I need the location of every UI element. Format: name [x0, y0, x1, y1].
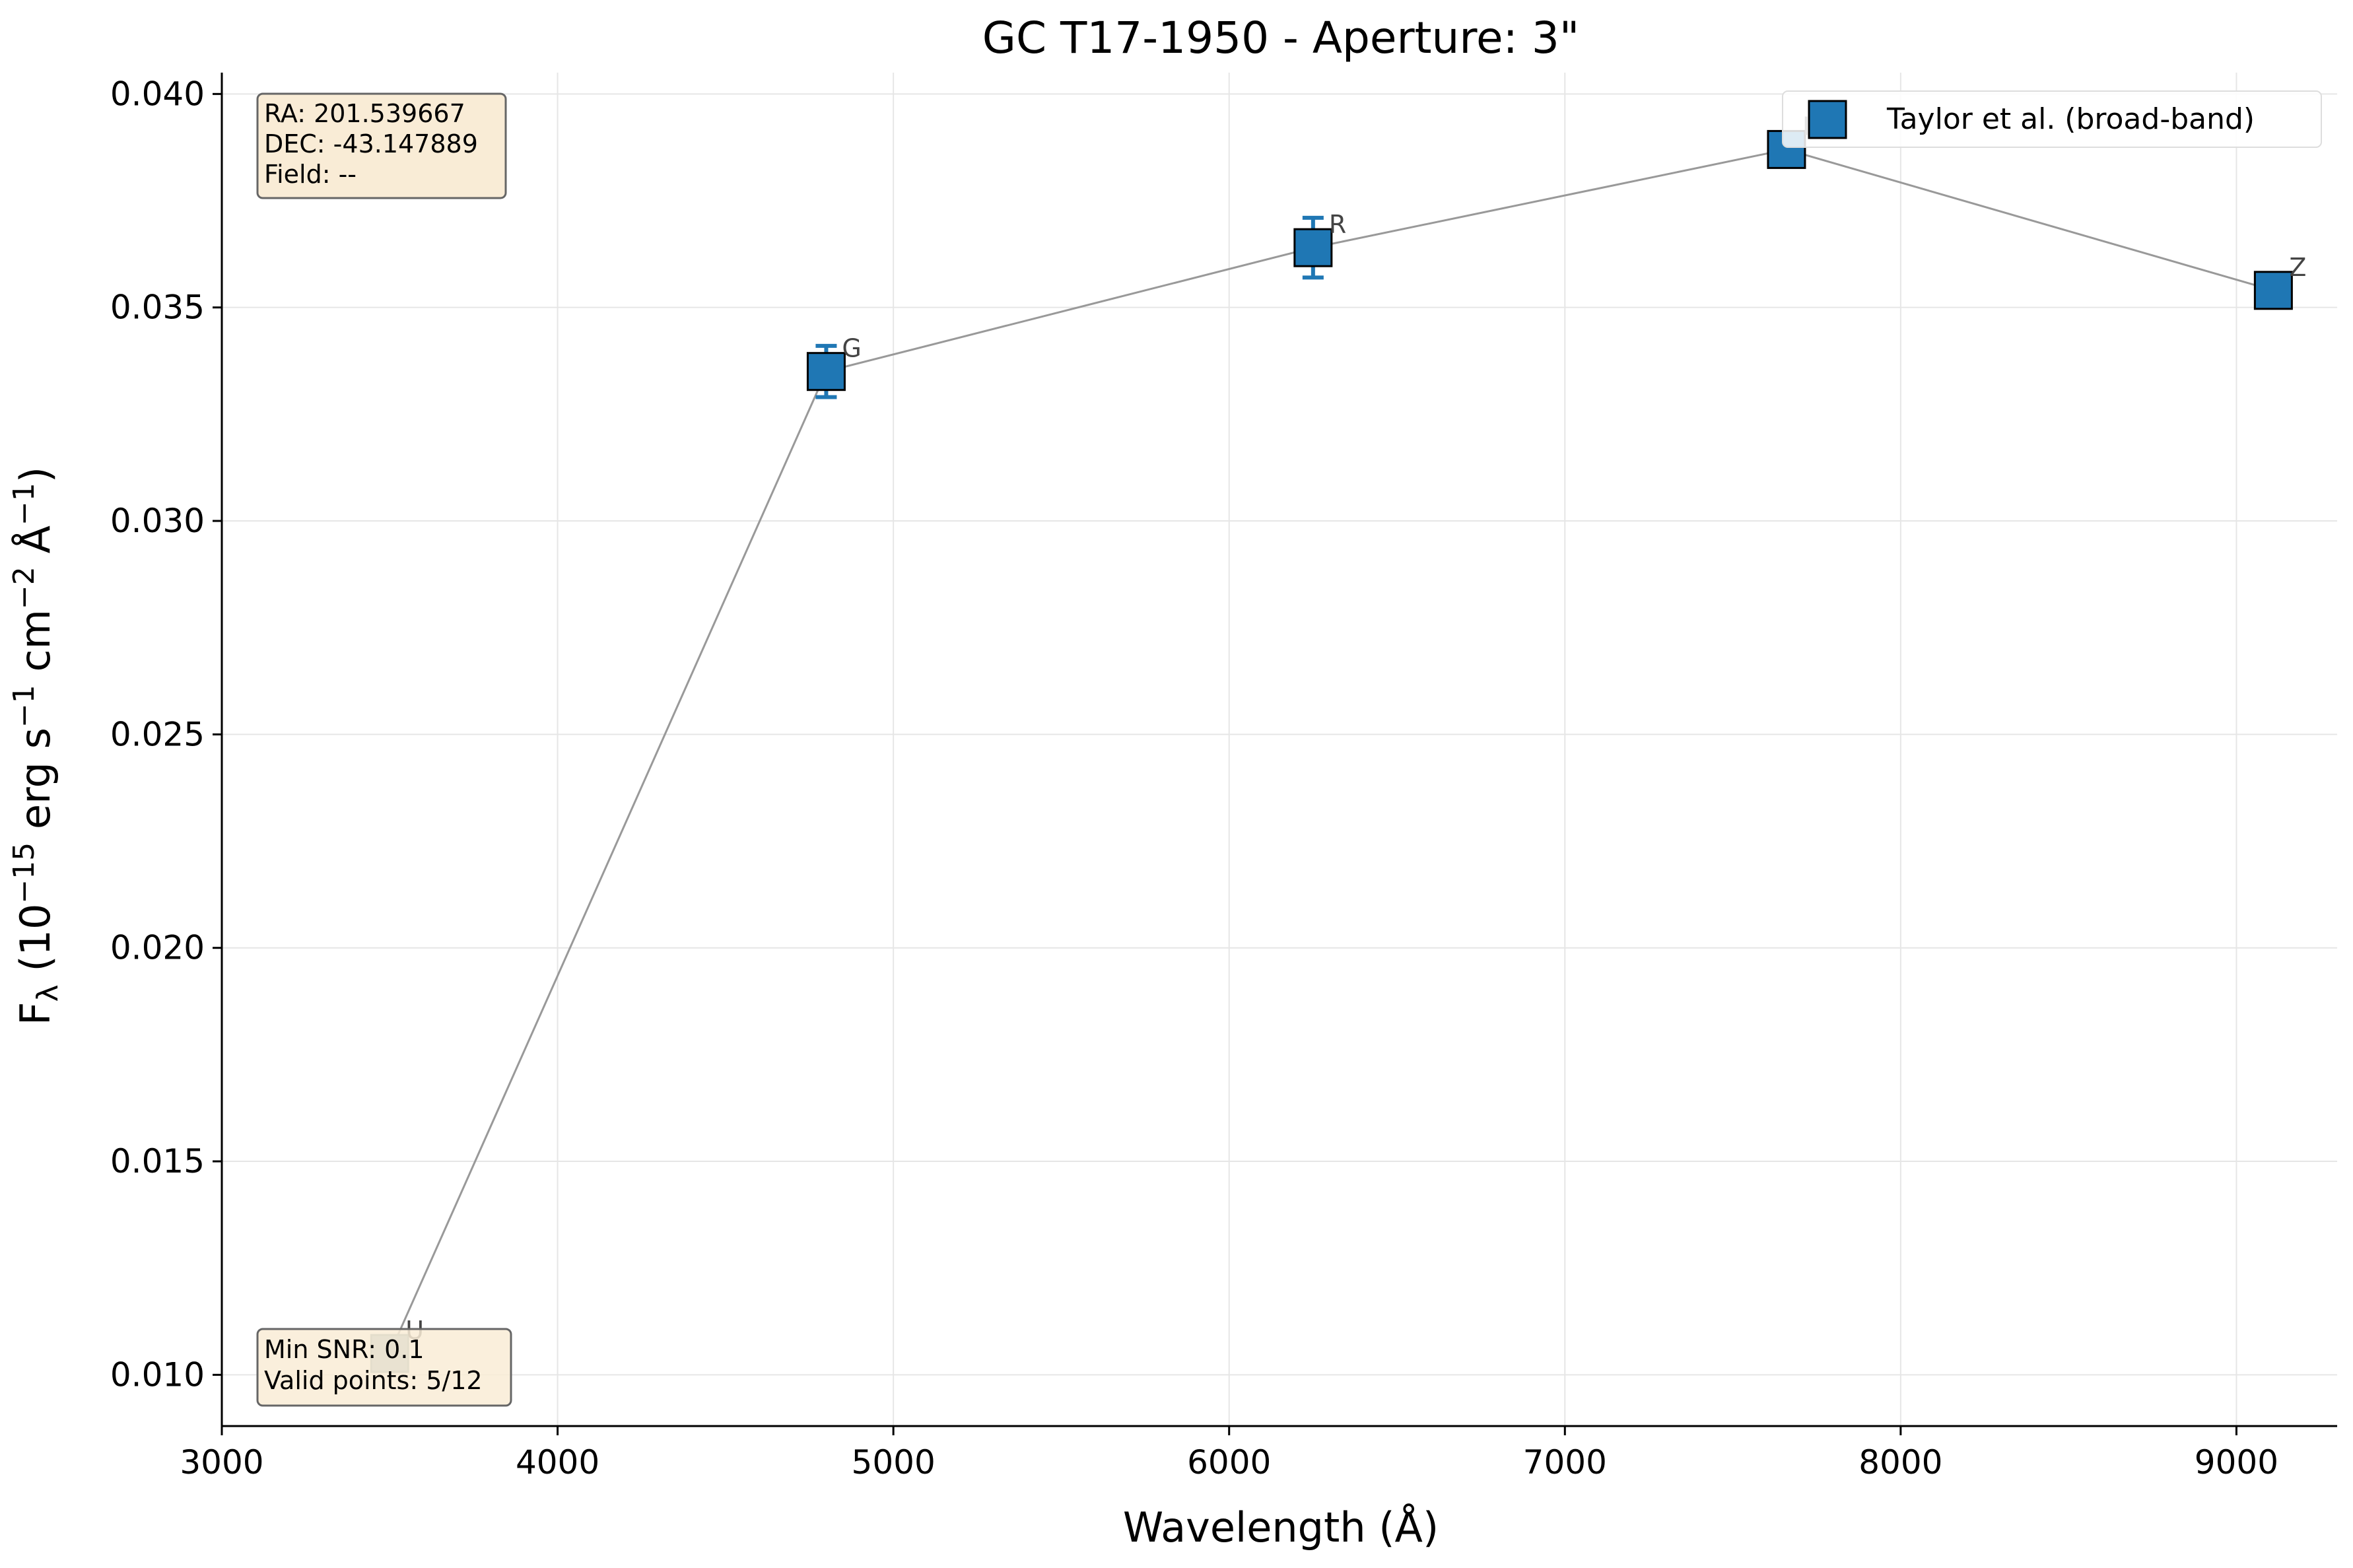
series-line	[388, 148, 2274, 1354]
y-axis-label: Fλ (10−15 erg s−1 cm−2 Å−1)	[7, 467, 65, 1025]
y-label-text4: Å	[11, 526, 59, 566]
y-label-text1: (10	[11, 904, 59, 985]
y-label-text2: erg s	[11, 728, 59, 842]
band-label-u: U	[405, 1316, 424, 1345]
y-label-sub: λ	[31, 984, 65, 1002]
legend-label: Taylor et al. (broad-band)	[1886, 102, 2255, 136]
y-tick-label: 0.015	[110, 1142, 205, 1180]
x-axis-label: Wavelength (Å)	[1123, 1503, 1439, 1551]
y-label-sup4: −1	[7, 483, 41, 526]
y-label-base: F	[11, 1002, 59, 1025]
y-label-sup1: −15	[7, 842, 41, 904]
band-label-r: R	[1329, 210, 1346, 239]
connecting-line	[388, 148, 2274, 1354]
info-ra: RA: 201.539667	[264, 99, 465, 128]
x-tick-label: 6000	[1187, 1443, 1271, 1482]
y-tick-label: 0.025	[110, 715, 205, 753]
x-tick-label: 8000	[1859, 1443, 1942, 1482]
y-tick-label: 0.010	[110, 1355, 205, 1394]
y-tick-label: 0.030	[110, 502, 205, 540]
marker-g	[806, 352, 846, 392]
info-dec: DEC: -43.147889	[264, 129, 478, 158]
axes	[221, 73, 2337, 1427]
x-tick-label: 5000	[852, 1443, 936, 1482]
y-ticks: 0.010 0.015 0.020 0.025 0.030 0.035 0.040	[110, 75, 222, 1394]
marker-r	[1293, 228, 1333, 267]
marker-u	[370, 1334, 409, 1373]
x-tick-label: 7000	[1523, 1443, 1607, 1482]
data-markers	[370, 129, 2293, 1373]
y-tick-label: 0.040	[110, 75, 205, 113]
y-tick-label: 0.020	[110, 929, 205, 967]
grid	[221, 73, 2337, 1426]
band-label-g: G	[842, 334, 861, 363]
info-box-coordinates: RA: 201.539667 DEC: -43.147889 Field: --	[256, 92, 507, 199]
y-label-sup2: −1	[7, 685, 41, 728]
legend-marker	[1808, 100, 1847, 139]
info-field: Field: --	[264, 160, 357, 189]
y-label-text5: )	[11, 467, 59, 483]
y-label-text3: cm	[11, 609, 59, 685]
x-tick-label: 3000	[180, 1443, 263, 1482]
chart-title: GC T17-1950 - Aperture: 3"	[982, 13, 1579, 63]
x-tick-label: 4000	[516, 1443, 599, 1482]
x-ticks: 3000 4000 5000 6000 7000 8000 9000	[180, 1426, 2278, 1482]
band-labels: UGRIZ	[405, 112, 2306, 1345]
legend: Taylor et al. (broad-band)	[1782, 90, 2322, 148]
y-label-sup3: −2	[7, 566, 41, 609]
x-tick-label: 9000	[2195, 1443, 2278, 1482]
marker-z	[2253, 271, 2293, 310]
band-label-z: Z	[2289, 253, 2306, 282]
y-tick-label: 0.035	[110, 289, 205, 327]
